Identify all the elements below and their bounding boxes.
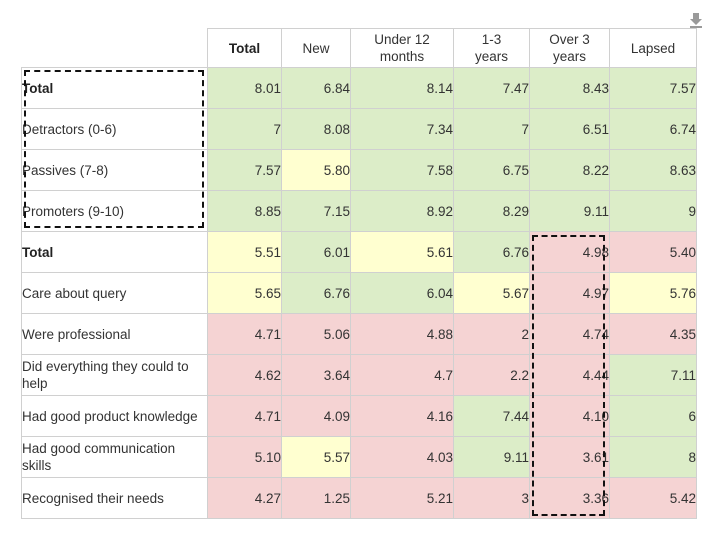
table-cell[interactable]: 7.47: [453, 67, 530, 109]
table-cell[interactable]: 4.71: [207, 313, 282, 355]
table-cell[interactable]: 8.29: [453, 190, 530, 232]
table-cell[interactable]: 8.14: [350, 67, 454, 109]
table-cell[interactable]: 6.75: [453, 149, 530, 191]
table-cell[interactable]: 4.35: [609, 313, 697, 355]
column-header-new[interactable]: New: [281, 28, 351, 68]
table-cell[interactable]: 4.98: [529, 231, 610, 273]
table-cell[interactable]: 4.62: [207, 354, 282, 396]
table-cell[interactable]: 4.74: [529, 313, 610, 355]
column-header-1-3-years[interactable]: 1-3 years: [453, 28, 530, 68]
row-label: Promoters (9-10): [21, 190, 208, 232]
table-cell[interactable]: 6.01: [281, 231, 351, 273]
table-row[interactable]: Care about query 5.65 6.76 6.04 5.67 4.97 5.76: [21, 272, 697, 314]
table-cell[interactable]: 4.7: [350, 354, 454, 396]
table-cell[interactable]: 5.10: [207, 436, 282, 478]
table-cell[interactable]: 6.76: [281, 272, 351, 314]
row-label: Passives (7-8): [21, 149, 208, 191]
row-label: Total: [21, 231, 208, 273]
table-cell[interactable]: 5.67: [453, 272, 530, 314]
table-cell[interactable]: 5.42: [609, 477, 697, 519]
table-cell[interactable]: 5.80: [281, 149, 351, 191]
table-row[interactable]: Total 5.51 6.01 5.61 6.76 4.98 5.40: [21, 231, 697, 273]
table-cell[interactable]: 5.76: [609, 272, 697, 314]
table-row[interactable]: Had good product knowledge 4.71 4.09 4.16 7.…: [21, 395, 697, 437]
table-cell[interactable]: 5.61: [350, 231, 454, 273]
table-cell[interactable]: 7.34: [350, 108, 454, 150]
table-cell[interactable]: 4.44: [529, 354, 610, 396]
table-cell[interactable]: 7.57: [207, 149, 282, 191]
table-cell[interactable]: 9: [609, 190, 697, 232]
row-label: Total: [21, 67, 208, 109]
table-cell[interactable]: 6: [609, 395, 697, 437]
column-header-over-3-years[interactable]: Over 3 years: [529, 28, 610, 68]
table-row[interactable]: Promoters (9-10) 8.85 7.15 8.92 8.29 9.11 9: [21, 190, 697, 232]
table-cell[interactable]: 4.97: [529, 272, 610, 314]
row-label: Did everything they could to help: [21, 354, 208, 396]
table-cell[interactable]: 5.06: [281, 313, 351, 355]
table-cell[interactable]: 3.61: [529, 436, 610, 478]
table-cell[interactable]: 8.01: [207, 67, 282, 109]
table-cell[interactable]: 7.57: [609, 67, 697, 109]
table-cell[interactable]: 7.11: [609, 354, 697, 396]
table-cell[interactable]: 4.09: [281, 395, 351, 437]
table-cell[interactable]: 7: [207, 108, 282, 150]
table-cell[interactable]: 4.16: [350, 395, 454, 437]
table-cell[interactable]: 5.21: [350, 477, 454, 519]
table-cell[interactable]: 9.11: [529, 190, 610, 232]
table-row[interactable]: Recognised their needs 4.27 1.25 5.21 3 3.36 5…: [21, 477, 697, 519]
table-cell[interactable]: 5.51: [207, 231, 282, 273]
table-row[interactable]: Passives (7-8) 7.57 5.80 7.58 6.75 8.22 8.63: [21, 149, 697, 191]
table-cell[interactable]: 8: [609, 436, 697, 478]
header-corner: [21, 28, 208, 68]
table-cell[interactable]: 8.85: [207, 190, 282, 232]
row-label: Recognised their needs: [21, 477, 208, 519]
table-cell[interactable]: 3.64: [281, 354, 351, 396]
column-header-total[interactable]: Total: [207, 28, 282, 68]
table-cell[interactable]: 4.27: [207, 477, 282, 519]
table-row[interactable]: Had good communication skills 5.10 5.57 4.0…: [21, 436, 697, 478]
table-row[interactable]: Were professional 4.71 5.06 4.88 2 4.74 4.35: [21, 313, 697, 355]
table-cell[interactable]: 4.71: [207, 395, 282, 437]
row-label: Were professional: [21, 313, 208, 355]
table-cell[interactable]: 8.08: [281, 108, 351, 150]
table-row[interactable]: Detractors (0-6) 7 8.08 7.34 7 6.51 6.74: [21, 108, 697, 150]
table-cell[interactable]: 6.74: [609, 108, 697, 150]
table-row[interactable]: Did everything they could to help 4.62 3.6…: [21, 354, 697, 396]
table-cell[interactable]: 5.65: [207, 272, 282, 314]
results-table: Total New Under 12 months 1-3 years Over…: [21, 28, 697, 519]
table-cell[interactable]: 1.25: [281, 477, 351, 519]
table-cell[interactable]: 7.58: [350, 149, 454, 191]
table-cell[interactable]: 6.84: [281, 67, 351, 109]
row-label: Had good communication skills: [21, 436, 208, 478]
table-cell[interactable]: 8.92: [350, 190, 454, 232]
table-cell[interactable]: 7.15: [281, 190, 351, 232]
table-cell[interactable]: 9.11: [453, 436, 530, 478]
table-cell[interactable]: 5.57: [281, 436, 351, 478]
header-row: Total New Under 12 months 1-3 years Over…: [21, 28, 697, 68]
row-label: Detractors (0-6): [21, 108, 208, 150]
row-label: Care about query: [21, 272, 208, 314]
table-cell[interactable]: 6.76: [453, 231, 530, 273]
table-cell[interactable]: 8.63: [609, 149, 697, 191]
column-header-under-12-months[interactable]: Under 12 months: [350, 28, 454, 68]
table-cell[interactable]: 2.2: [453, 354, 530, 396]
table-cell[interactable]: 8.43: [529, 67, 610, 109]
table-cell[interactable]: 7.44: [453, 395, 530, 437]
table-cell[interactable]: 3.36: [529, 477, 610, 519]
table-cell[interactable]: 3: [453, 477, 530, 519]
table-cell[interactable]: 4.88: [350, 313, 454, 355]
row-label: Had good product knowledge: [21, 395, 208, 437]
table-cell[interactable]: 8.22: [529, 149, 610, 191]
table-cell[interactable]: 4.03: [350, 436, 454, 478]
table-cell[interactable]: 6.04: [350, 272, 454, 314]
table-cell[interactable]: 4.10: [529, 395, 610, 437]
table-cell[interactable]: 2: [453, 313, 530, 355]
table-cell[interactable]: 7: [453, 108, 530, 150]
download-icon[interactable]: [686, 10, 706, 30]
table-cell[interactable]: 6.51: [529, 108, 610, 150]
table-row[interactable]: Total 8.01 6.84 8.14 7.47 8.43 7.57: [21, 67, 697, 109]
column-header-lapsed[interactable]: Lapsed: [609, 28, 697, 68]
table-cell[interactable]: 5.40: [609, 231, 697, 273]
